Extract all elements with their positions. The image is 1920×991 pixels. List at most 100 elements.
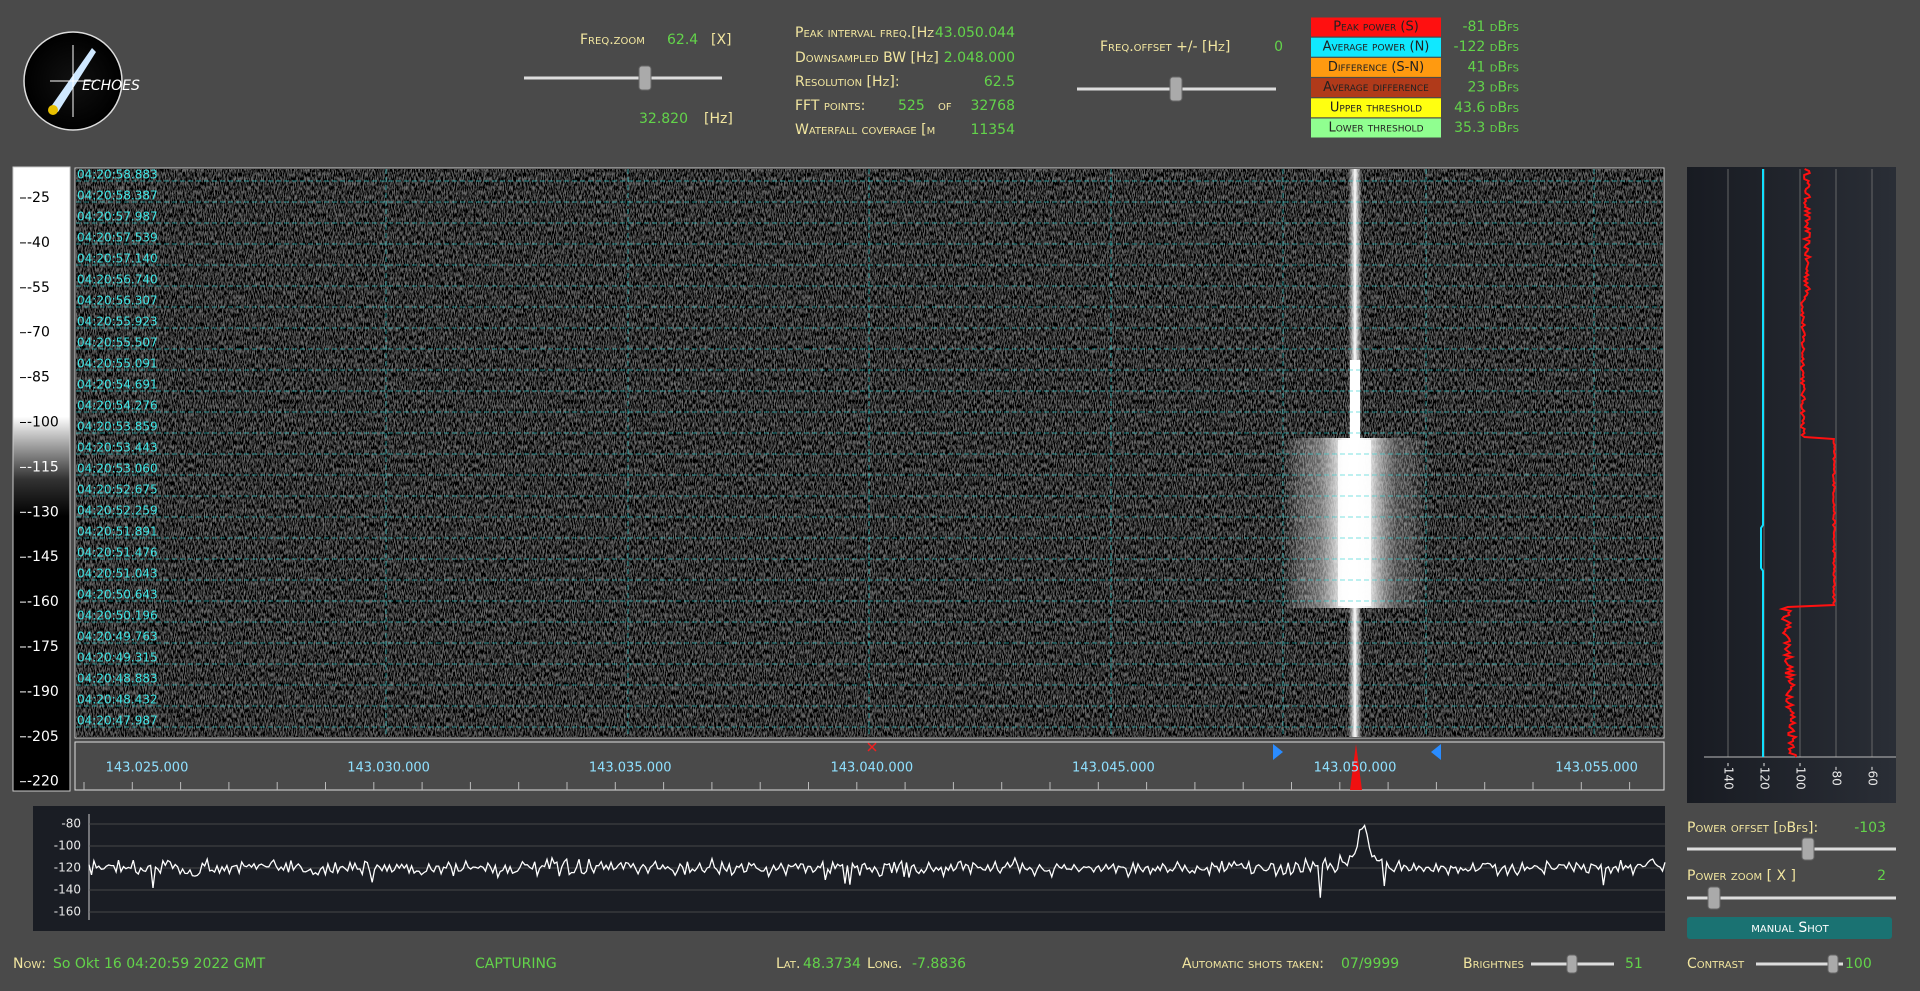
legend-swatch [1311,37,1441,57]
info-label: Waterfall coverage [m [795,122,935,138]
label: Contrast [1687,956,1745,972]
power-label: -120 [1758,762,1772,789]
freq-label: 143.025.000 [106,761,189,776]
brightness-slider[interactable] [1566,954,1578,974]
freq-label: 143.045.000 [1072,761,1155,776]
interval-start-marker [1273,744,1283,760]
legend-label: Difference (S-N) [1328,60,1424,75]
timestamp: 04:20:56.307 [77,294,158,308]
spectrum-label: -140 [54,883,81,897]
value: 0 [1274,39,1283,55]
info-label: FFT points: [795,98,865,114]
carrier-line [1348,169,1362,737]
legend-swatch [1311,57,1441,77]
legend-swatch [1311,118,1441,138]
label: Lat. [776,956,800,972]
legend-swatch [1311,98,1441,118]
level-label: -190 [27,684,59,700]
power-label: -60 [1866,766,1880,786]
freq-label: 143.040.000 [830,761,913,776]
timestamp: 04:20:53.060 [77,462,158,476]
level-label: -220 [27,774,59,790]
legend-label: Lower threshold [1328,121,1423,136]
label: Automatic shots taken: [1182,956,1324,972]
legend-label: Average power (N) [1323,40,1430,55]
contrast-slider[interactable] [1827,954,1839,974]
level-label: -25 [27,190,50,206]
freq-label: 143.055.000 [1555,761,1638,776]
timestamp: 04:20:55.923 [77,315,158,329]
center-marker [867,742,877,752]
info-value: 2.048.000 [944,50,1015,66]
level-label: -160 [27,594,59,610]
legend-label: Peak power (S) [1333,20,1419,35]
label: Now: [13,956,46,972]
value: 07/9999 [1341,956,1399,972]
power-label: -140 [1722,762,1736,789]
info-value: 62.5 [984,74,1015,90]
timestamp: 04:20:56.740 [77,273,158,287]
timestamp: 04:20:49.315 [77,651,158,665]
legend-swatch [1311,17,1441,37]
level-label: -130 [27,504,59,520]
label: Power offset [dBfs]: [1687,820,1818,836]
power-panel [1687,167,1896,803]
interval-end-marker [1431,744,1441,760]
spectrum-label: -80 [61,817,81,831]
level-label: -100 [27,415,59,431]
freq-zoom-slider[interactable] [638,65,652,91]
info-label: Peak interval freq.[Hz [795,25,934,41]
freq-offset-slider[interactable] [1169,76,1183,102]
value: 100 [1845,956,1872,972]
value: So Okt 16 04:20:59 2022 GMT [53,956,266,972]
timestamp: 04:20:51.043 [77,567,158,581]
timestamp: 04:20:58.883 [77,168,158,182]
info-value: 43.050.044 [935,25,1015,41]
timestamp: 04:20:49.763 [77,630,158,644]
unit: [Hz] [704,111,733,127]
timestamp: 04:20:53.859 [77,420,158,434]
timestamp: 04:20:47.987 [77,714,158,728]
status: CAPTURING [475,956,557,972]
button-label[interactable]: manual Shot [1751,920,1829,936]
noise-trace [1760,169,1764,757]
freq-label: 143.035.000 [589,761,672,776]
value: 51 [1625,956,1643,972]
legend-value: -122 dBfs [1454,39,1519,55]
legend-value: 23 dBfs [1468,80,1520,96]
timestamp: 04:20:58.387 [77,189,158,203]
logo-text: ECHOES [82,78,140,94]
spectrum-label: -160 [54,905,81,919]
level-scale [12,166,71,792]
timestamp: 04:20:50.643 [77,588,158,602]
value: 62.4 [667,32,698,48]
manual-shot-button[interactable] [1687,917,1892,939]
timestamp: 04:20:57.539 [77,231,158,245]
carrier-line [1350,360,1360,440]
level-label: -40 [27,235,50,251]
peak-trace [1778,168,1837,758]
level-label: -115 [27,459,59,475]
logo-dot [48,105,58,115]
level-label: -175 [27,639,59,655]
value: -7.8836 [912,956,966,972]
peak-marker [1350,744,1362,790]
power-offset-slider[interactable] [1801,837,1815,861]
timestamp: 04:20:54.691 [77,378,158,392]
timestamp: 04:20:48.432 [77,693,158,707]
power-zoom-slider[interactable] [1707,886,1721,910]
value: 48.3734 [803,956,861,972]
spectrum-label: -100 [54,839,81,853]
info-value: 11354 [970,122,1015,138]
timestamp: 04:20:55.091 [77,357,158,371]
level-label: -55 [27,280,50,296]
level-label: -145 [27,549,59,565]
value: 2 [1877,868,1886,884]
freq-label: 143.030.000 [347,761,430,776]
label: Power zoom [ X ] [1687,868,1796,884]
timestamp: 04:20:54.276 [77,399,158,413]
info-of: of [938,98,952,114]
timestamp: 04:20:48.883 [77,672,158,686]
label: Freq.offset +/- [Hz] [1100,39,1230,55]
